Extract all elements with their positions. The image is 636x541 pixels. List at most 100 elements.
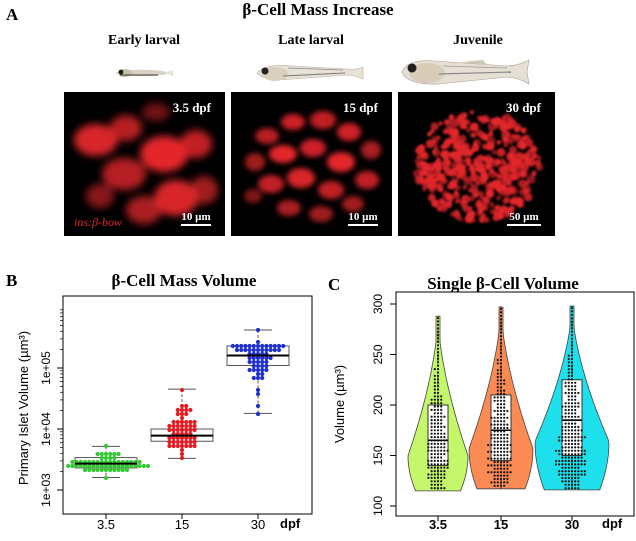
data-point bbox=[433, 422, 436, 425]
data-point bbox=[251, 367, 256, 373]
data-point bbox=[567, 436, 570, 439]
y-tick-label: 300 bbox=[371, 294, 385, 314]
data-point bbox=[179, 455, 185, 461]
data-point bbox=[120, 467, 125, 473]
data-point bbox=[574, 388, 577, 391]
data-point bbox=[499, 375, 503, 379]
data-point bbox=[567, 374, 570, 378]
data-point bbox=[493, 477, 496, 481]
data-point bbox=[577, 391, 580, 395]
data-point bbox=[496, 392, 499, 396]
data-point bbox=[264, 347, 269, 353]
data-point bbox=[577, 439, 580, 442]
data-point bbox=[503, 450, 506, 453]
data-point bbox=[570, 422, 574, 425]
data-point bbox=[70, 463, 75, 469]
data-point bbox=[567, 432, 570, 435]
data-point bbox=[564, 446, 567, 449]
data-point bbox=[493, 420, 496, 423]
data-point bbox=[506, 423, 509, 426]
data-point bbox=[188, 407, 193, 413]
data-point bbox=[440, 480, 443, 483]
data-point bbox=[577, 415, 580, 418]
data-point bbox=[433, 466, 436, 469]
data-point bbox=[443, 425, 446, 428]
data-point bbox=[499, 413, 503, 416]
data-point bbox=[440, 422, 443, 425]
data-point bbox=[264, 359, 269, 365]
data-point bbox=[577, 483, 580, 486]
data-point bbox=[436, 317, 440, 320]
data-point bbox=[272, 343, 277, 349]
data-point bbox=[436, 381, 440, 384]
data-point bbox=[433, 412, 436, 415]
late-larva-image bbox=[256, 65, 364, 81]
data-point bbox=[446, 466, 449, 469]
data-point bbox=[574, 405, 577, 408]
data-point bbox=[255, 343, 261, 349]
data-point bbox=[276, 347, 282, 353]
chart-b-x-unit: dpf bbox=[280, 516, 301, 531]
data-point bbox=[87, 467, 92, 473]
data-point bbox=[433, 476, 436, 479]
data-point bbox=[496, 358, 499, 362]
data-point bbox=[234, 343, 240, 349]
data-point bbox=[567, 442, 570, 446]
panel-b-label: B bbox=[6, 271, 18, 290]
data-point bbox=[430, 463, 433, 466]
data-point bbox=[493, 437, 496, 440]
data-point bbox=[499, 423, 503, 426]
data-point bbox=[499, 481, 503, 484]
data-point bbox=[570, 466, 574, 469]
data-point bbox=[570, 334, 574, 337]
data-point bbox=[570, 313, 574, 316]
data-point bbox=[179, 443, 185, 449]
juvenile-fish-image bbox=[401, 59, 530, 85]
data-point bbox=[577, 442, 580, 446]
data-point bbox=[264, 355, 269, 361]
data-point bbox=[496, 471, 499, 474]
data-point bbox=[433, 442, 436, 445]
data-point bbox=[570, 323, 574, 327]
data-point bbox=[554, 463, 558, 466]
data-point bbox=[574, 449, 577, 452]
data-point bbox=[493, 464, 496, 467]
data-point bbox=[577, 473, 580, 476]
data-point bbox=[184, 407, 189, 413]
data-point bbox=[436, 337, 440, 340]
data-point bbox=[561, 449, 564, 452]
data-point bbox=[499, 328, 503, 331]
islet-cells bbox=[412, 110, 543, 224]
data-point bbox=[503, 467, 506, 470]
data-point bbox=[574, 422, 577, 425]
data-point bbox=[436, 347, 440, 350]
data-point bbox=[561, 470, 564, 473]
data-point bbox=[247, 347, 252, 353]
data-point bbox=[499, 307, 503, 311]
data-point bbox=[509, 457, 512, 460]
data-point bbox=[577, 405, 580, 408]
data-point bbox=[503, 382, 506, 385]
data-point bbox=[243, 347, 248, 353]
data-point bbox=[175, 423, 180, 429]
data-point bbox=[570, 310, 574, 313]
data-point bbox=[433, 456, 436, 459]
data-point bbox=[430, 408, 433, 411]
data-point bbox=[78, 463, 83, 469]
data-point bbox=[496, 403, 499, 406]
data-point bbox=[116, 467, 121, 473]
data-point bbox=[251, 347, 256, 353]
data-point bbox=[493, 440, 496, 443]
data-point bbox=[564, 453, 567, 456]
data-point bbox=[577, 449, 580, 452]
data-point bbox=[570, 317, 574, 320]
data-point bbox=[574, 391, 577, 395]
data-point bbox=[583, 470, 586, 473]
data-point bbox=[570, 459, 574, 463]
data-point bbox=[496, 467, 499, 470]
data-point bbox=[436, 395, 440, 398]
data-point bbox=[433, 463, 436, 466]
data-point bbox=[188, 435, 193, 441]
data-point bbox=[567, 415, 570, 418]
data-point bbox=[260, 347, 265, 353]
